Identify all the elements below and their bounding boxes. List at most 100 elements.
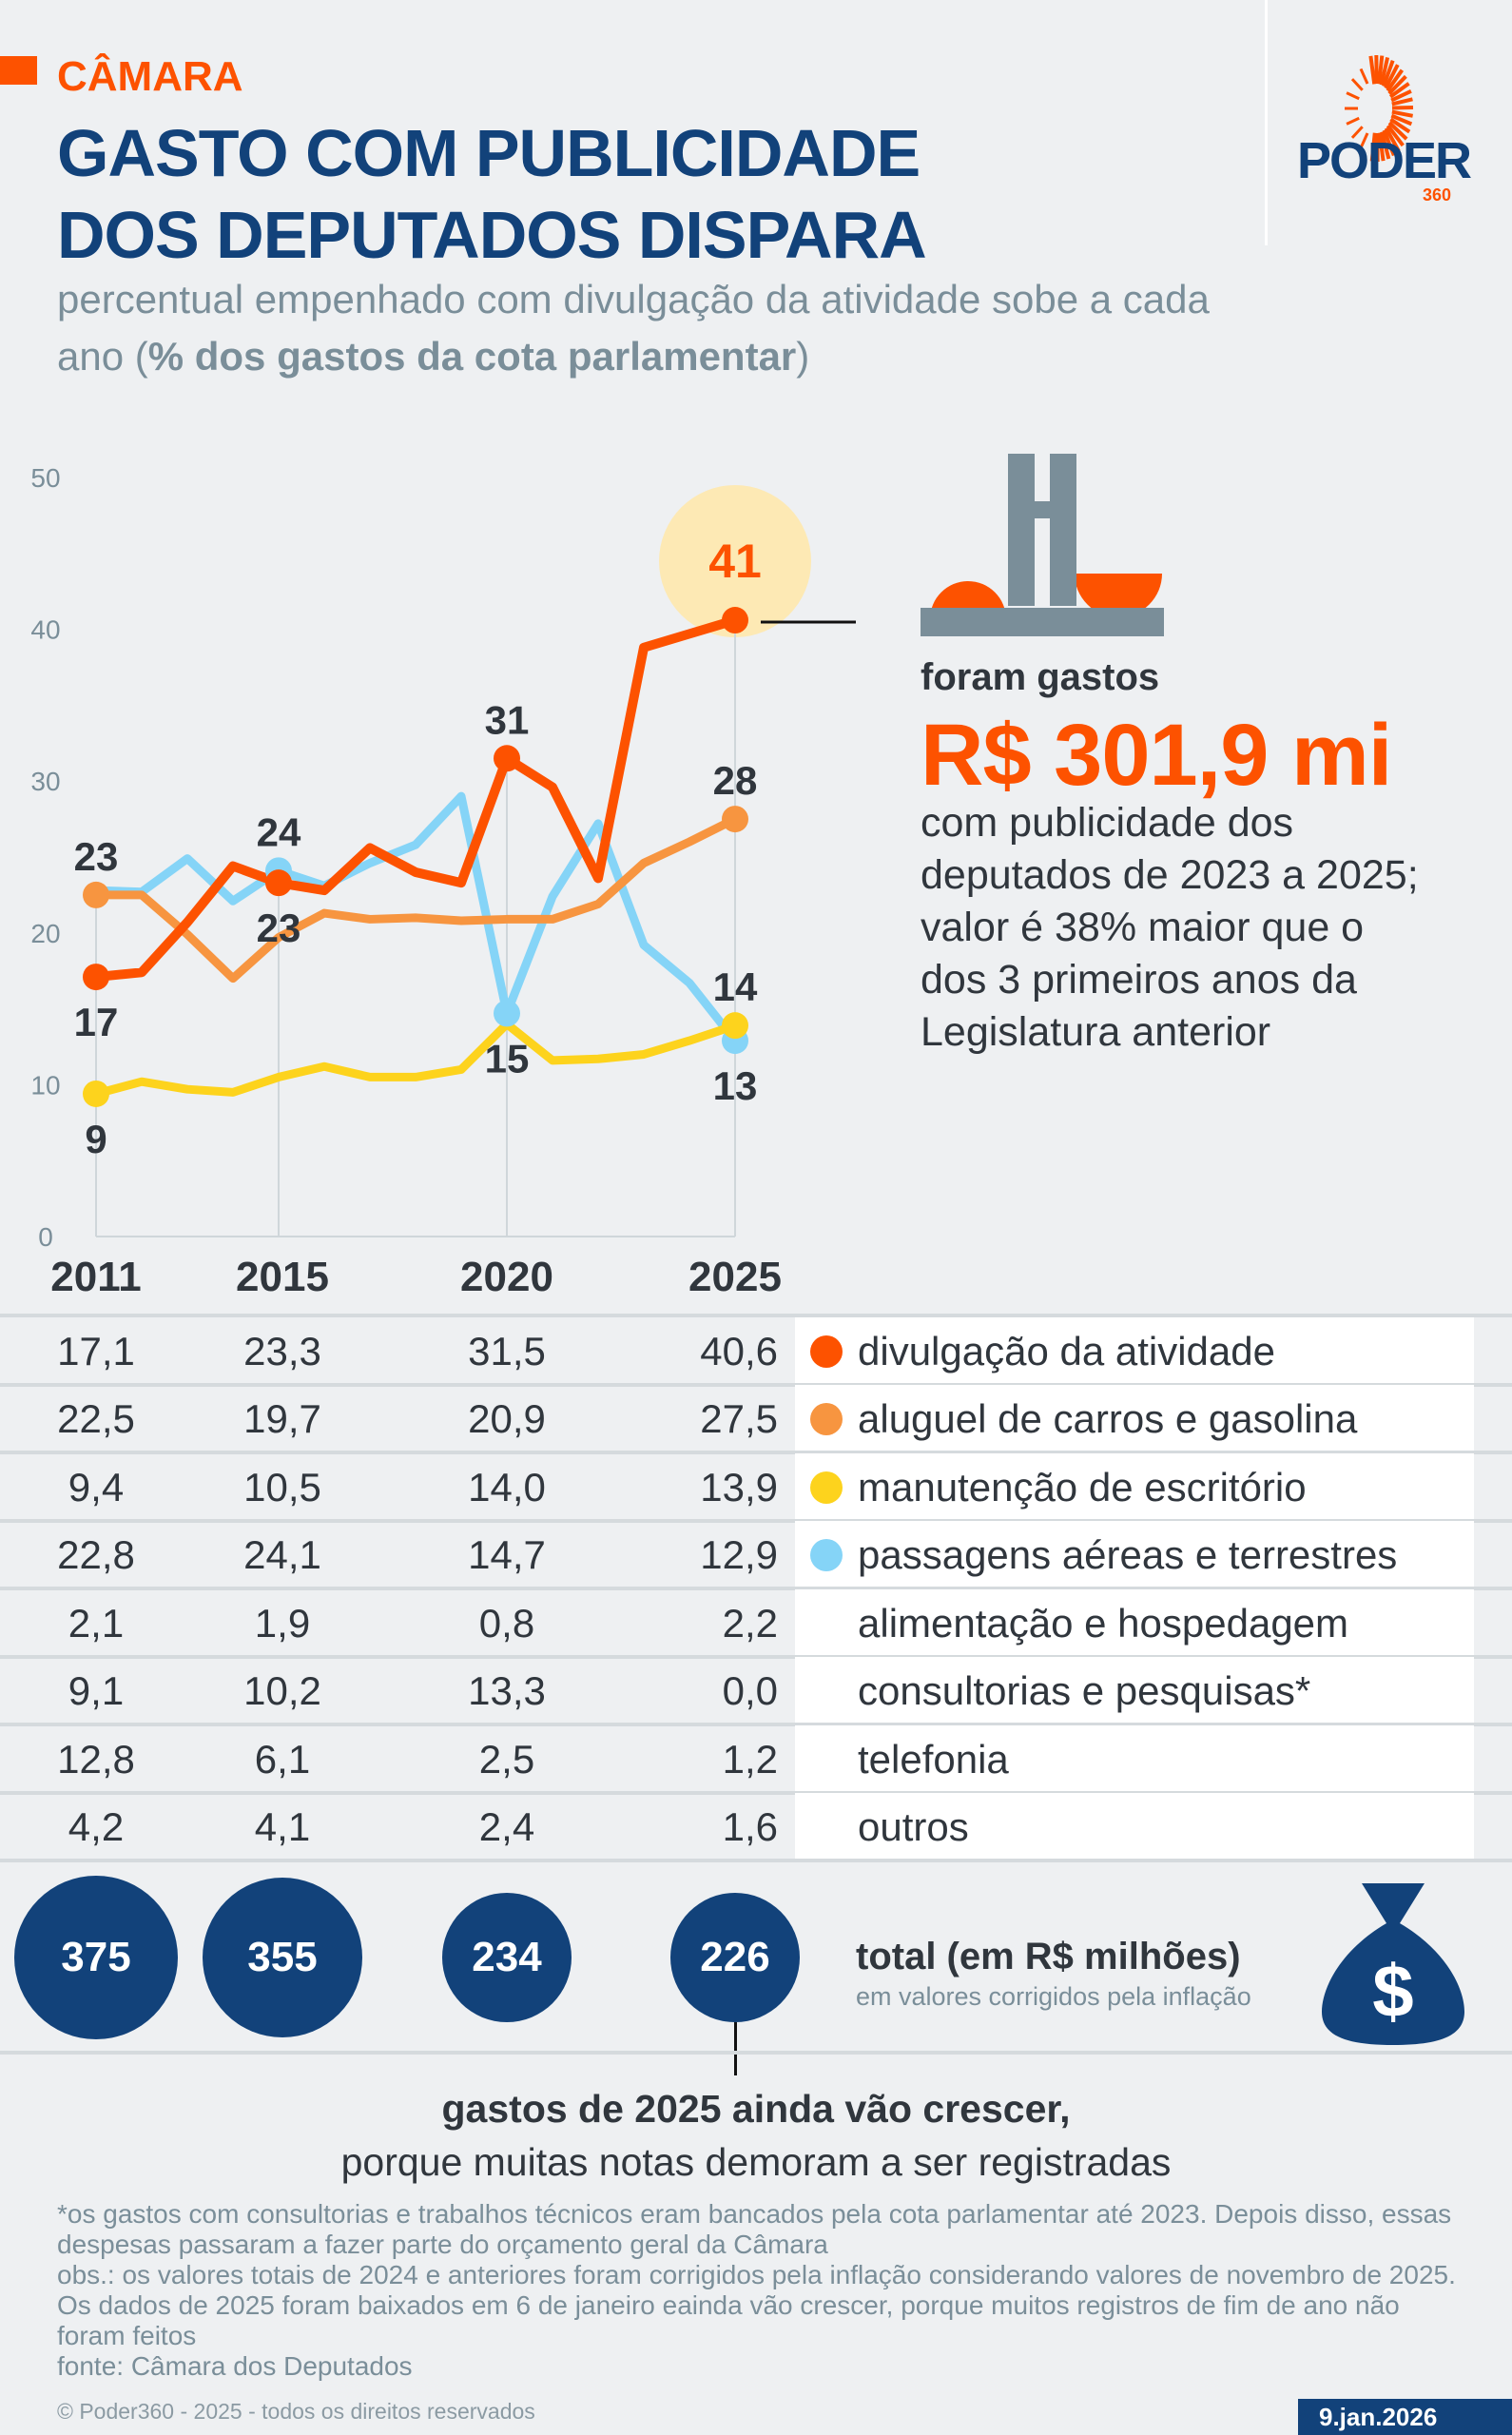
callout-body: com publicidade dos deputados de 2023 a … — [921, 797, 1491, 1059]
table-cell: 24,1 — [243, 1532, 321, 1577]
x-tick-2011: 2011 — [50, 1254, 142, 1300]
data-point — [83, 964, 109, 991]
series-line-1 — [96, 815, 738, 984]
table-cell: 4,1 — [254, 1804, 311, 1849]
divider — [0, 1587, 1512, 1590]
legend-cell: telefonia — [795, 1725, 1474, 1793]
table-cell: 0,8 — [478, 1601, 535, 1646]
header-divider — [1265, 0, 1268, 245]
legend-cell: divulgação da atividade — [795, 1317, 1474, 1385]
table-cell: 1,2 — [722, 1737, 778, 1782]
table-cell: 1,6 — [722, 1804, 778, 1849]
callout-line: Legislatura anterior — [921, 1009, 1271, 1055]
y-tick-label: 0 — [38, 1222, 53, 1252]
x-tick-2020: 2020 — [460, 1254, 553, 1300]
legend-cell: aluguel de carros e gasolina — [795, 1385, 1474, 1452]
table-cell: 2,1 — [68, 1601, 125, 1646]
congress-building-icon — [921, 454, 1164, 636]
legend-cell: consultorias e pesquisas* — [795, 1657, 1474, 1724]
series-line-3 — [95, 791, 739, 1043]
data-point — [265, 869, 292, 897]
table-cell: 4,2 — [68, 1804, 125, 1849]
table-row: 22,5 19,7 20,9 27,5 aluguel de carros e gaso… — [0, 1385, 1512, 1452]
divider — [0, 1314, 1512, 1317]
table-cell: 23,3 — [243, 1329, 321, 1373]
y-tick-label: 40 — [30, 615, 60, 645]
section-marker — [0, 56, 37, 85]
subtitle-text: percentual empenhado com divulgação da a… — [57, 277, 1210, 379]
divider — [0, 1519, 1512, 1523]
title-line-2: DOS DEPUTADOS DISPARA — [57, 198, 927, 272]
y-tick-label: 10 — [30, 1070, 60, 1100]
x-tick-2025: 2025 — [688, 1254, 782, 1300]
data-label: 17 — [74, 1000, 119, 1044]
footnote-obs: obs.: os valores totais de 2024 e anteri… — [57, 2260, 1456, 2350]
table-cell: 27,5 — [700, 1396, 778, 1441]
callout-line: dos 3 primeiros anos da — [921, 957, 1357, 1003]
copyright: © Poder360 - 2025 - todos os direitos re… — [57, 2399, 535, 2424]
y-tick-label: 30 — [30, 767, 60, 796]
divider — [0, 1451, 1512, 1454]
note-connector — [734, 2022, 737, 2075]
note-line-2: porque muitas notas demoram a ser regist… — [340, 2140, 1172, 2184]
subtitle-end: ) — [796, 334, 810, 379]
note-line-1: gastos de 2025 ainda vão crescer, — [441, 2087, 1071, 2131]
data-point — [83, 1080, 109, 1107]
divider — [0, 1791, 1512, 1795]
table-row: 2,1 1,9 0,8 2,2 alimentação e hospedagem — [0, 1589, 1512, 1657]
row-label: consultorias e pesquisas* — [858, 1668, 1311, 1713]
divider — [0, 1723, 1512, 1726]
table-cell: 20,9 — [468, 1396, 546, 1441]
table-cell: 2,4 — [478, 1804, 535, 1849]
table-cell: 17,1 — [57, 1329, 135, 1373]
table-cell: 12,9 — [700, 1532, 778, 1577]
title-line-1: GASTO COM PUBLICIDADE — [57, 116, 921, 190]
divider — [0, 1655, 1512, 1659]
series-line-2 — [94, 1020, 737, 1099]
subtitle: percentual empenhado com divulgação da a… — [57, 271, 1255, 385]
table-cell: 31,5 — [468, 1329, 546, 1373]
callout-line: deputados de 2023 a 2025; — [921, 852, 1419, 898]
data-label: 13 — [713, 1063, 758, 1108]
table-cell: 13,3 — [468, 1668, 546, 1713]
data-label: 24 — [257, 809, 301, 854]
table-cell: 10,2 — [243, 1668, 321, 1713]
table-cell: 0,0 — [722, 1668, 778, 1713]
series-line-0 — [95, 615, 737, 983]
row-label: manutenção de escritório — [858, 1465, 1307, 1510]
table-cell: 40,6 — [700, 1329, 778, 1373]
date-badge: 9.jan.2026 — [1298, 2399, 1512, 2435]
table-cell: 9,4 — [68, 1465, 125, 1510]
table-cell: 14,7 — [468, 1532, 546, 1577]
legend-dot-icon — [810, 1471, 843, 1504]
table-row: 22,8 24,1 14,7 12,9 passagens aéreas e terre… — [0, 1521, 1512, 1588]
table-cell: 14,0 — [468, 1465, 546, 1510]
data-point — [722, 1012, 748, 1040]
data-point — [494, 1000, 520, 1027]
line-chart: 0 10 20 30 40 50 17 23 31 41 23 28 9 14 24 15 13 — [30, 463, 856, 1252]
data-label: 15 — [485, 1036, 530, 1081]
table-cell: 19,7 — [243, 1396, 321, 1441]
row-label: passagens aéreas e terrestres — [858, 1532, 1398, 1577]
table-cell: 12,8 — [57, 1737, 135, 1782]
table-row: 17,1 23,3 31,5 40,6 divulgação da atividade — [0, 1317, 1512, 1385]
source: fonte: Câmara dos Deputados — [57, 2351, 413, 2381]
data-label: 28 — [713, 758, 758, 803]
money-bag-icon: $ — [1322, 1883, 1464, 2045]
section-kicker: CÂMARA — [57, 53, 243, 100]
total-2011: 375 — [14, 1876, 178, 2039]
total-2015: 355 — [203, 1878, 362, 2037]
table-cell: 9,1 — [68, 1668, 125, 1713]
footnotes: *os gastos com consultorias e trabalhos … — [57, 2199, 1464, 2382]
table-cell: 22,8 — [57, 1532, 135, 1577]
row-label: divulgação da atividade — [858, 1329, 1275, 1373]
data-point — [494, 745, 520, 772]
data-label: 14 — [713, 964, 758, 1009]
totals-title: total (em R$ milhões) — [856, 1936, 1241, 1977]
page-title: GASTO COM PUBLICIDADE DOS DEPUTADOS DISP… — [57, 112, 927, 276]
callout-line: com publicidade dos — [921, 800, 1294, 846]
divider — [0, 2051, 1512, 2055]
row-label: alimentação e hospedagem — [858, 1601, 1349, 1646]
data-label: 31 — [485, 697, 530, 742]
data-label: 9 — [85, 1117, 107, 1161]
